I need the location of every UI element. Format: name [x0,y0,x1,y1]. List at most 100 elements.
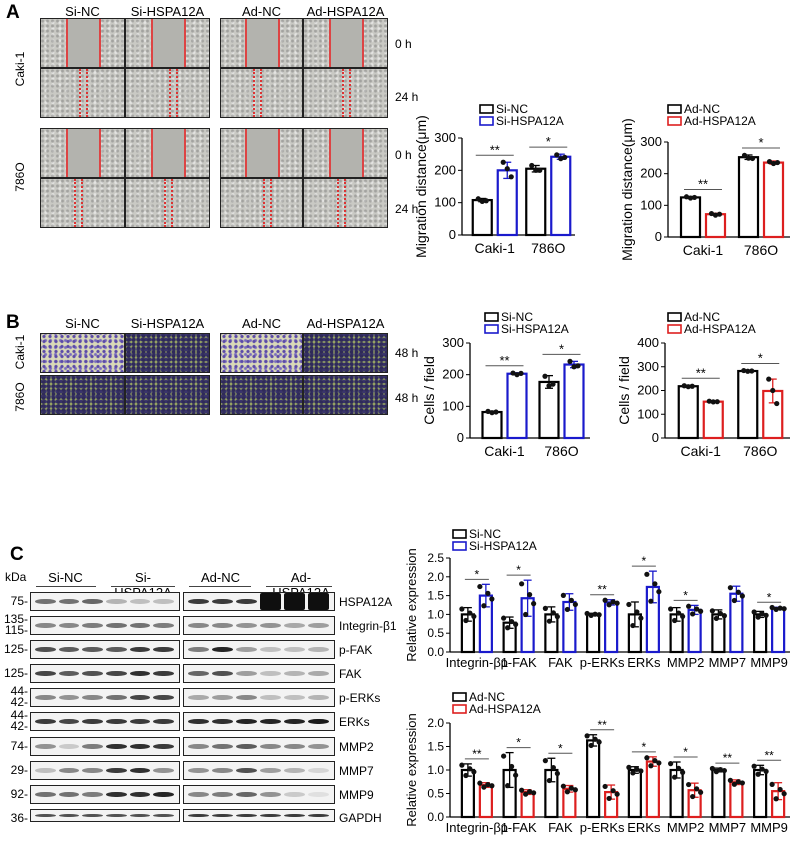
transwell-image [125,375,210,415]
wound-image [220,68,303,118]
y-tick-label: 200 [434,162,456,177]
bar [737,369,759,440]
kda-marker: 44- [10,684,28,698]
y-tick-label: 400 [637,335,659,350]
data-point [691,194,698,201]
data-point [527,789,533,795]
legend-label: Ad-NC [469,690,505,704]
y-tick-label: 1.5 [427,740,444,754]
blot-band [106,646,127,653]
kda-marker: 36- [10,811,28,825]
blot-band [153,813,174,818]
data-point [712,212,719,218]
data-point [755,771,761,777]
data-point [572,787,578,793]
data-point [717,767,723,773]
data-point [588,742,594,749]
bar [702,400,724,440]
legend-swatch [452,704,467,714]
data-point [672,617,678,624]
wound-gap [150,19,187,67]
kda-marker: 125- [3,666,28,680]
category-label: MMP2 [667,655,705,670]
blot-band [106,767,127,774]
y-axis-label: Relative expression [404,548,419,661]
blot-band [129,622,151,629]
significance-marker: ** [472,747,482,761]
data-point [648,598,654,604]
blot-fak [30,664,180,683]
blot-band [236,743,257,750]
blot-band [308,743,329,750]
y-tick-label: 100 [434,195,456,210]
data-point [755,614,761,620]
blot-mmp7 [30,761,180,780]
data-point [694,786,700,792]
blot-mmp9 [183,785,335,804]
data-point [638,615,644,621]
data-point [634,609,640,615]
data-point [554,614,560,620]
legend-swatch [479,104,494,114]
blot-band [129,791,151,798]
data-point [567,358,573,364]
data-point [463,617,469,624]
data-point [602,783,608,790]
blot-band [212,598,233,605]
significance-marker: * [767,590,772,604]
data-point [510,370,516,376]
blot-band [188,718,209,725]
y-tick-label: 0.0 [427,645,444,659]
kda-marker: 75- [10,594,28,608]
y-tick-label: 300 [442,335,464,350]
data-point [644,571,650,577]
y-tick-label: 0 [652,430,659,445]
data-point [713,615,719,622]
data-point [683,194,690,200]
wound-gap [328,129,365,177]
blot-hspa12a [183,592,335,611]
category-label: FAK [548,820,573,835]
wound-gap [65,19,102,67]
blot-band [129,694,151,701]
blot-protein-label: MMP9 [339,788,374,802]
blot-band [35,670,56,677]
data-point [546,777,552,784]
data-point [749,155,756,162]
blot-protein-label: p-FAK [339,643,373,657]
data-point [708,210,715,217]
data-point [509,618,515,625]
transwell-image [303,375,388,415]
y-tick-label: 2.0 [427,570,444,584]
panel-label-c: C [10,544,24,565]
data-point [485,408,491,414]
legend-swatch [484,324,499,334]
bar [679,196,702,239]
significance-marker: * [559,341,564,356]
bar [586,739,601,819]
transwell-image [220,333,303,373]
data-point [527,592,533,598]
blot-band [153,767,174,774]
legend-label: Si-HSPA12A [469,539,537,553]
data-point [554,152,560,158]
data-point [614,600,620,606]
blot-band [212,622,233,629]
data-point [463,772,469,779]
wound-image [303,68,388,118]
group-underline [111,586,175,587]
significance-marker: * [758,351,763,366]
wound-gap [328,19,365,67]
legend-swatch [452,529,467,539]
blot-band [188,743,209,750]
data-point [680,613,686,620]
data-point [554,770,560,777]
blot-band [188,813,209,818]
blot-band [129,813,151,818]
blot-band [35,767,56,774]
legend-swatch [667,312,682,322]
bar [604,601,619,654]
category-label: Caki-1 [681,443,722,459]
blot-protein-label: HSPA12A [339,595,393,609]
blot-band [260,813,281,818]
